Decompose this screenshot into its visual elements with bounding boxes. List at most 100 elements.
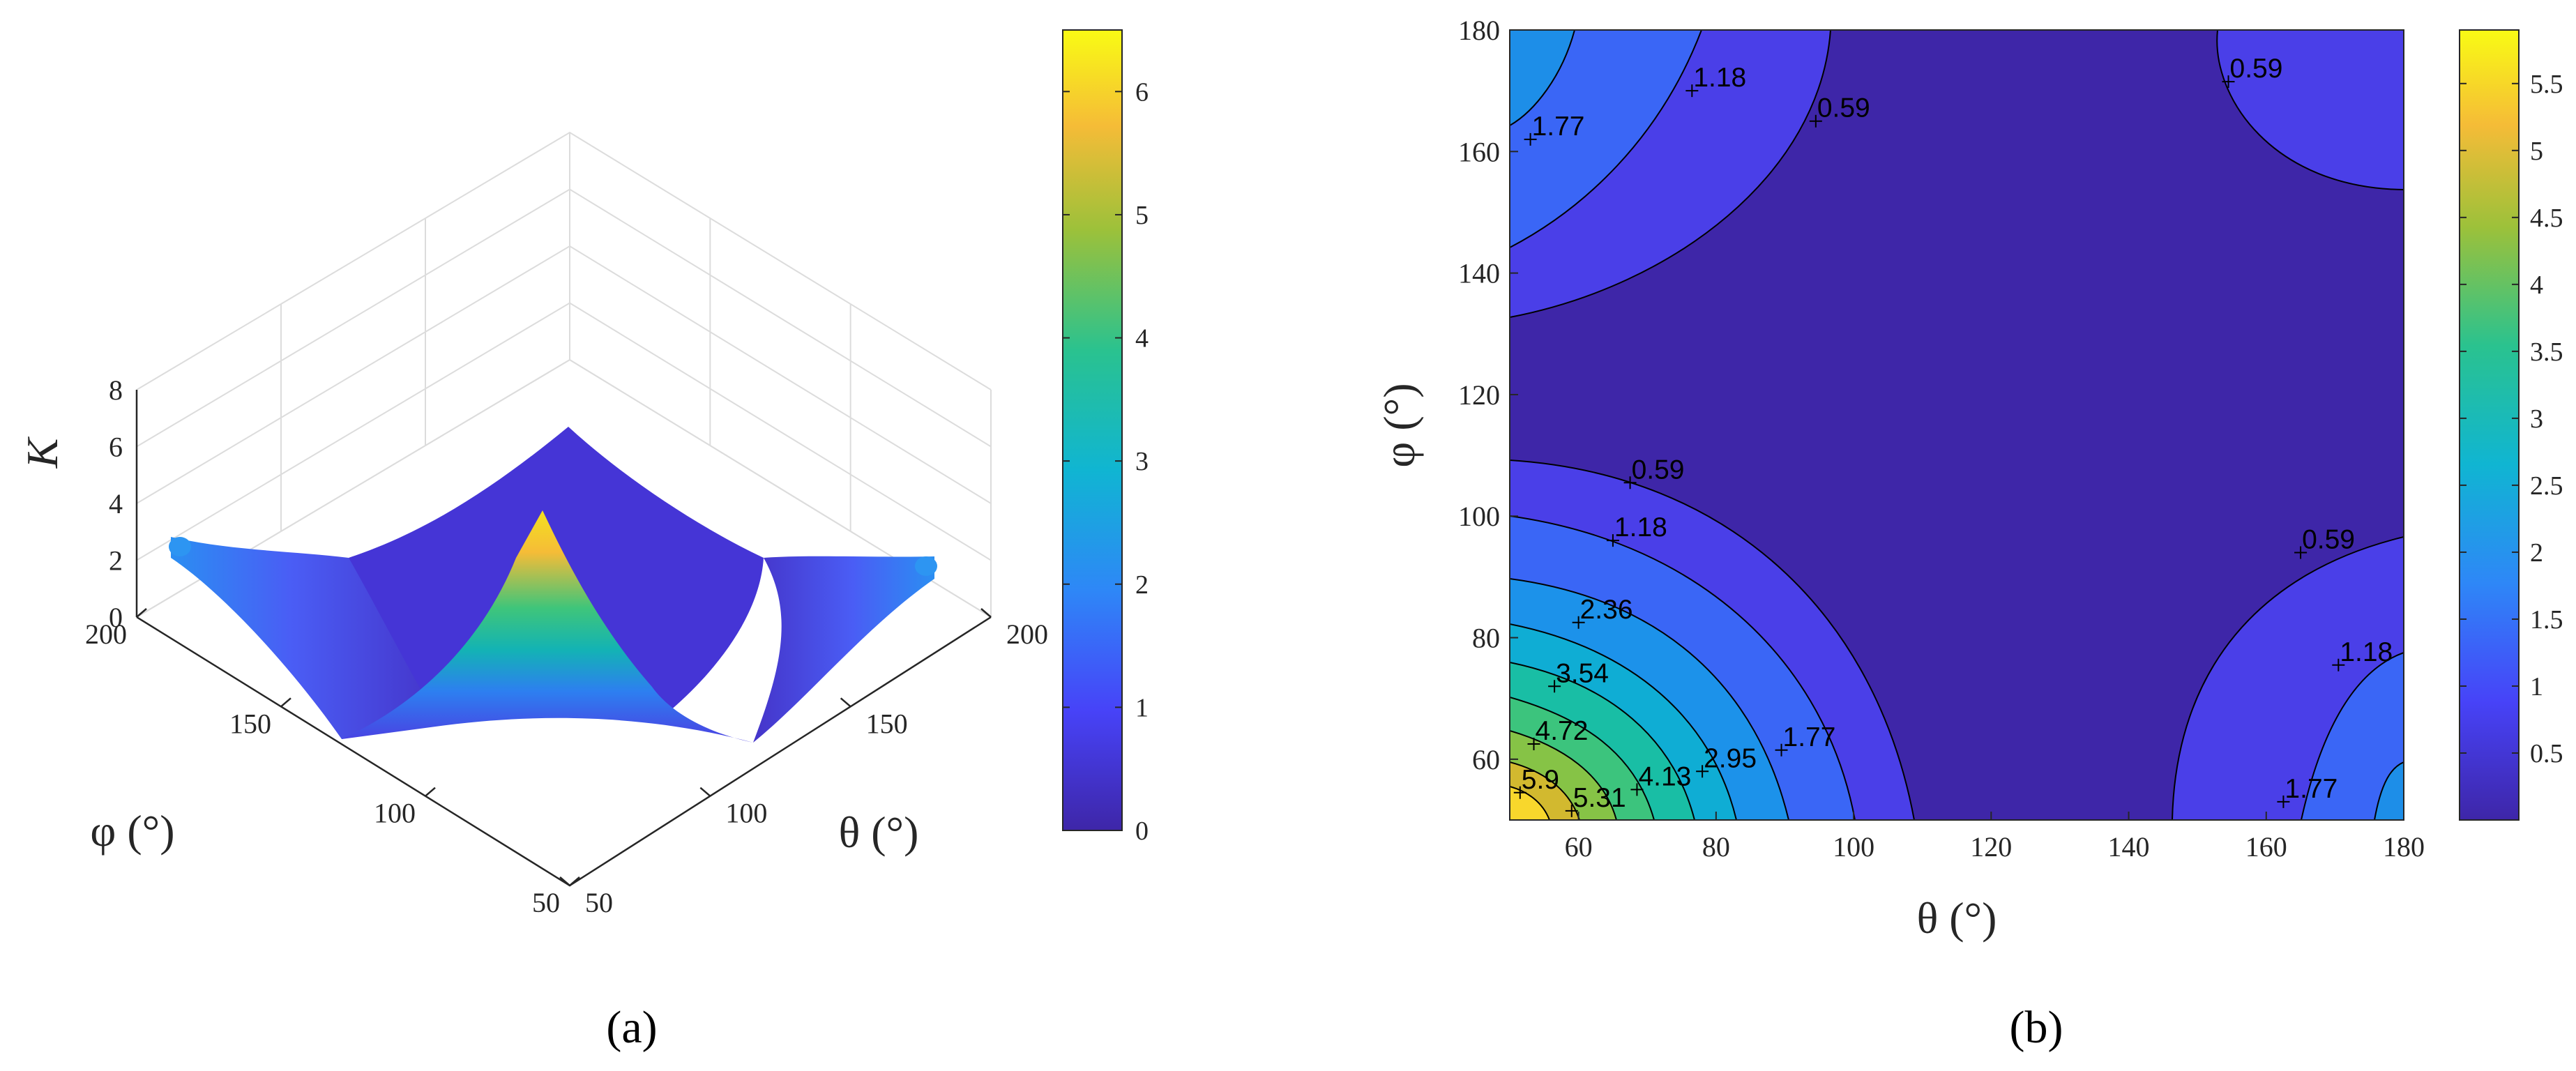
contour-label-marker [2222,75,2235,89]
contour-label-marker [1572,616,1585,629]
contour-axes-ticks: 60 80 100 120 140 160 180 60 80 100 120 140 160 180 [1458,15,2425,863]
contour-level-label: 5.9 [1522,765,1559,795]
contour-plot-frame [1509,29,2404,821]
colorbar-b-tick-label: 5 [2530,137,2543,166]
contour-x-tick-label: 160 [2245,831,2287,863]
phi-tick-label: 50 [532,887,560,918]
colorbar-a-tick-label: 5 [1135,201,1149,230]
z-tick-label: 2 [109,545,123,577]
contour-y-tick-label: 160 [1458,136,1500,167]
colorbar-a-tick-label: 6 [1135,77,1149,107]
colorbar-b-tick-label: 0.5 [2530,739,2563,768]
contour-x-tick-label: 60 [1565,831,1593,863]
contour-level-label: 1.77 [1783,722,1836,752]
contour-y-tick-label: 100 [1458,501,1500,532]
contour-label-marker [1513,786,1526,799]
surface-peak-pyramid [342,510,753,743]
contour-y-tick-label: 120 [1458,379,1500,411]
contour-fill-tr-1 [2217,30,2404,190]
contour-label-marker [1524,132,1537,146]
colorbar-a [1062,29,1123,831]
contour-label-marker [2294,546,2308,559]
contour-label-marker [1606,534,1619,547]
contour-level-label: 0.59 [1632,455,1685,485]
contour-label-marker [1623,476,1637,489]
contour-label-marker [1685,84,1699,98]
contour-level-label: 5.31 [1573,783,1626,813]
contour-y-tick-label: 60 [1472,744,1500,775]
colorbar-b-ticks: 0.5 1 1.5 2 2.5 3 3.5 4 4.5 5 5.5 [2460,70,2563,768]
z-tick-label: 6 [109,432,123,463]
contour-label-marker [1548,680,1561,693]
colorbar-b-tick-label: 5.5 [2530,70,2563,99]
contour-label-marker [2277,795,2290,808]
z-tick-label: 0 [109,602,123,633]
contour-label-marker [1696,765,1709,778]
contour-level-label: 0.59 [1817,93,1870,123]
contour-level-label: 1.77 [1532,112,1585,142]
z-tick-label: 8 [109,374,123,406]
contour-x-tick-label: 120 [1970,831,2012,863]
surface-mesh [169,427,937,743]
colorbar-b-tick-label: 1.5 [2530,605,2563,635]
contour-y-axis-label: φ (°) [1374,383,1424,467]
surface-left-cap [169,537,191,556]
contour-level-label: 1.18 [1614,512,1667,542]
colorbar-a-tick-label: 2 [1135,570,1149,600]
colorbar-b-tick-label: 2.5 [2530,471,2563,501]
contour-fill-tl-3 [1510,30,1575,126]
contour-label-marker [1809,114,1822,128]
contour-label-marker [1527,738,1540,751]
phi-tick-label: 150 [229,708,271,739]
contour-label-marker [1565,804,1578,817]
panel-label-a: (a) [606,1002,657,1053]
contour-label-marker [2332,658,2345,671]
contour-level-label: 0.59 [2302,525,2355,555]
colorbar-b-tick-label: 1 [2530,672,2543,701]
colorbar-a-tick-label: 0 [1135,816,1149,846]
contour-plot: 60 80 100 120 140 160 180 60 80 100 120 140 160 180 1… [1374,15,2563,1053]
3d-axes: 0 2 4 6 8 50 100 150 200 50 100 150 200 [85,374,1048,918]
contour-level-label: 2.95 [1704,743,1757,773]
colorbar-b-tick-label: 4.5 [2530,204,2563,233]
contour-y-tick-label: 80 [1472,623,1500,654]
x-axis-label: θ (°) [839,807,919,857]
theta-tick-label: 200 [1006,618,1048,650]
contour-fill-br-3 [2374,762,2404,820]
colorbar-b-tick-label: 4 [2530,271,2543,300]
z-axis-label: K [17,436,67,469]
phi-tick-label: 100 [374,798,416,829]
colorbar-a-tick-label: 1 [1135,693,1149,722]
contour-level-label: 4.72 [1536,716,1589,746]
contour-y-tick-label: 180 [1458,15,1500,46]
surface-right-cap [915,556,937,576]
contour-labels: 1.18 1.77 0.59 0.59 0.59 1.18 0.59 2.36 1.18 3.54… [1513,54,2393,817]
contour-level-label: 1.18 [1693,63,1746,93]
contour-x-axis-label: θ (°) [1917,893,1997,943]
theta-tick-label: 50 [585,887,613,918]
colorbar-a-ticks: 0 1 2 3 4 5 6 [1063,77,1149,846]
contour-label-marker [1775,743,1788,757]
contour-label-marker [1630,783,1644,796]
z-tick-label: 4 [109,488,123,519]
phi-tick-label: 200 [85,618,127,650]
3d-grid [136,131,992,618]
contour-y-tick-label: 140 [1458,258,1500,289]
y-axis-label: φ (°) [90,806,174,856]
colorbar-b-tick-label: 3 [2530,404,2543,434]
surface-right-wing [753,556,934,743]
contour-x-tick-label: 180 [2383,831,2425,863]
contour-fill-tl-2 [1510,30,1702,248]
colorbar-b-tick-label: 2 [2530,538,2543,568]
contour-level-label: 1.77 [2285,774,2338,804]
contour-lines [1510,30,2404,820]
contour-level-label: 1.18 [2340,637,2393,667]
contour-x-tick-label: 80 [1702,831,1730,863]
contour-fill-br-2 [2301,653,2404,820]
colorbar-a-tick-label: 3 [1135,447,1149,476]
theta-tick-label: 150 [866,708,908,739]
colorbar-a-tick-label: 4 [1135,324,1149,354]
panel-label-b: (b) [2010,1002,2063,1053]
